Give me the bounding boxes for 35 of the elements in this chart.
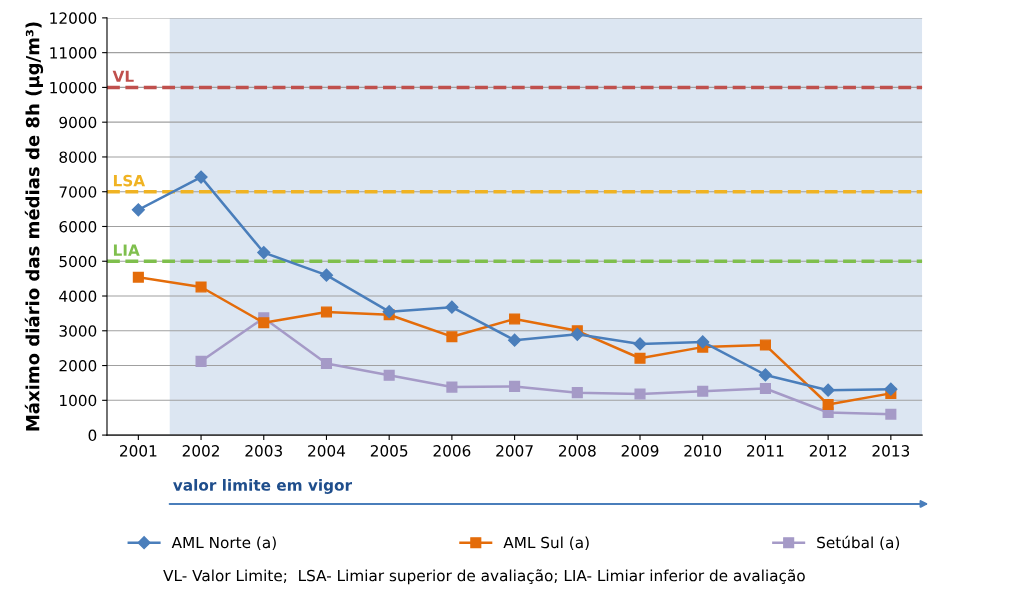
y-tick-label: 0 xyxy=(88,429,97,442)
text: VL- Valor Limite; LSA- Limiar superior de avaliação; LIA- Limiar inferior de avaliação xyxy=(163,569,805,585)
band-label: valor limite em vigor xyxy=(173,479,353,494)
x-tick-label: 2006 xyxy=(433,445,471,457)
x-tick-label: 2007 xyxy=(496,445,533,457)
x-tick-label: 2003 xyxy=(245,445,282,457)
x-tick-label: 2005 xyxy=(370,445,408,457)
legend-label: AML Sul (a) xyxy=(503,536,589,551)
y-axis-title: Máximo diário das médias de 8h (µg/m³) xyxy=(24,22,44,431)
y-tick-label: 12000 xyxy=(50,12,97,24)
y-tick-label: 2000 xyxy=(59,360,97,372)
x-tick-label: 2009 xyxy=(621,445,659,457)
x-tick-label: 2008 xyxy=(558,445,596,457)
legend-label: AML Norte (a) xyxy=(171,536,276,551)
y-tick-label: 8000 xyxy=(59,151,97,163)
y-tick-label: 4000 xyxy=(59,290,97,303)
y-tick-label: 5000 xyxy=(59,255,97,268)
y-tick-label: 6000 xyxy=(59,220,97,233)
x-tick-label: 2013 xyxy=(872,445,910,457)
ref-line-label: LIA xyxy=(113,244,140,256)
x-tick-label: 2001 xyxy=(120,445,157,457)
y-tick-label: 3000 xyxy=(59,325,97,337)
y-tick-label: 7000 xyxy=(59,186,97,198)
y-tick-label: 11000 xyxy=(50,47,97,59)
x-tick-label: 2010 xyxy=(684,445,722,457)
ref-line-label: VL xyxy=(112,70,134,82)
x-tick-label: 2012 xyxy=(809,445,847,457)
y-tick-label: 1000 xyxy=(60,394,97,407)
legend-label: Setúbal (a) xyxy=(817,535,900,551)
ref-line-label: LSA xyxy=(113,174,146,187)
x-tick-label: 2011 xyxy=(747,445,784,457)
y-tick-label: 10000 xyxy=(50,81,97,94)
y-tick-label: 9000 xyxy=(59,116,97,129)
x-tick-label: 2004 xyxy=(308,445,346,457)
x-tick-label: 2002 xyxy=(182,445,219,457)
